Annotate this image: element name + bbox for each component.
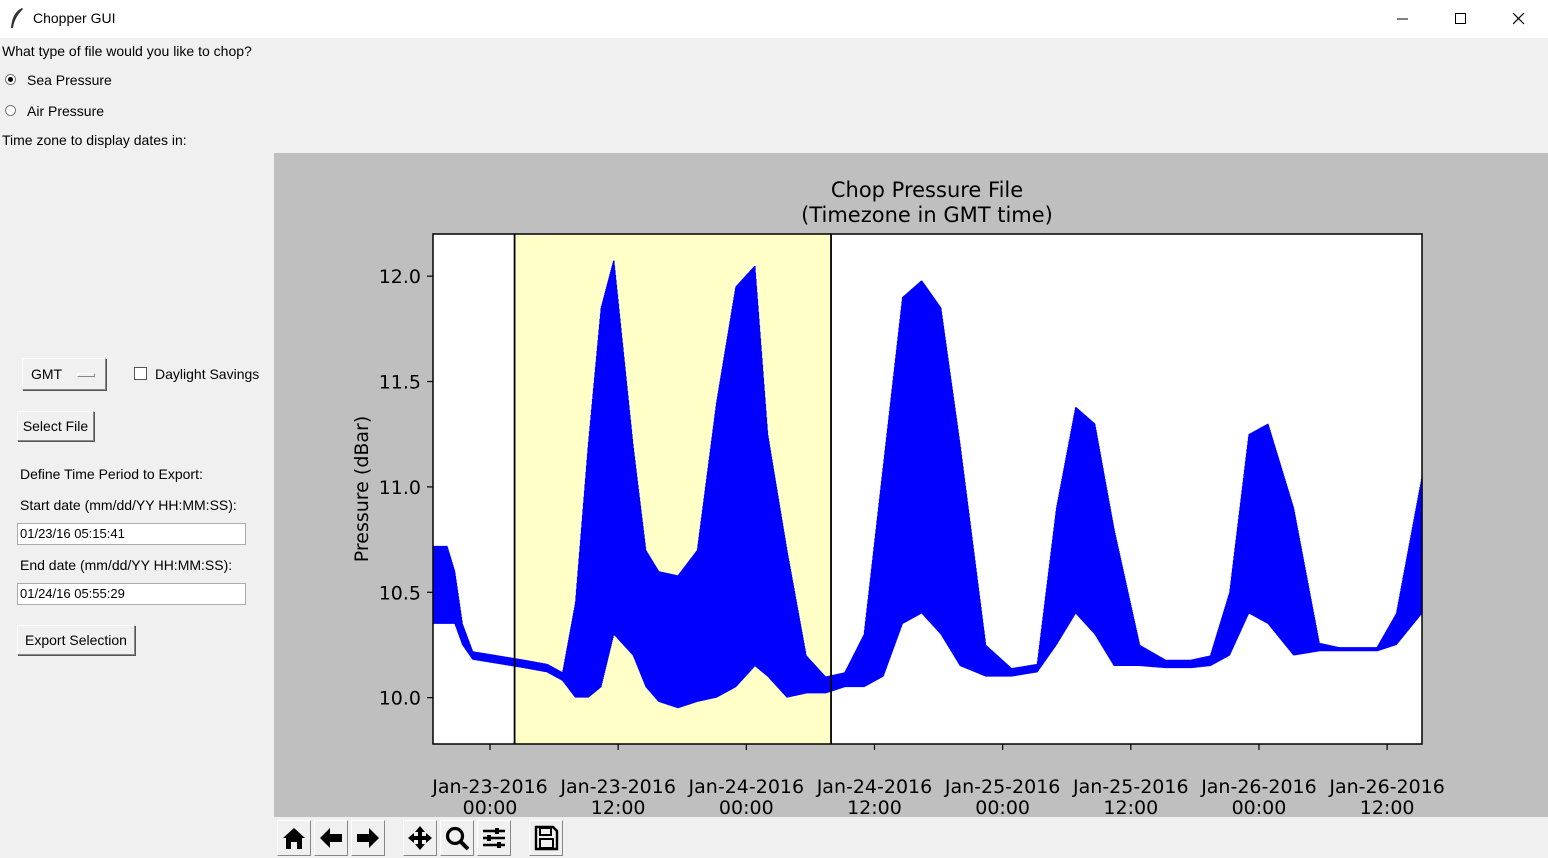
forward-arrow-icon [357,828,379,848]
chart-figure[interactable]: Chop Pressure File (Timezone in GMT time… [274,153,1548,819]
home-icon [283,828,305,849]
x-tick-label-time: 12:00 [1103,797,1158,817]
y-tick-label: 10.0 [379,688,421,710]
window-title: Chopper GUI [33,10,116,26]
pan-icon [408,826,432,850]
y-tick-label: 12.0 [379,266,421,288]
end-date-input[interactable]: 01/24/16 05:55:29 [17,583,246,605]
feather-icon [11,8,23,28]
back-button[interactable] [314,820,348,856]
x-tick-label-time: 12:00 [1360,797,1415,817]
configure-subplots-icon [483,828,505,848]
forward-button[interactable] [351,820,385,856]
air-pressure-radio[interactable] [5,105,16,116]
air-pressure-label[interactable]: Air Pressure [27,103,105,119]
y-axis-label: Pressure (dBar) [351,416,373,563]
timezone-prompt: Time zone to display dates in: [2,132,187,148]
x-tick-label: Jan-23-2016 [559,776,676,798]
timezone-dropdown[interactable]: GMT [22,358,106,390]
x-tick-label-time: 12:00 [591,797,646,817]
x-tick-label-time: 00:00 [975,797,1030,817]
export-selection-button[interactable]: Export Selection [17,625,135,655]
x-tick-label: Jan-25-2016 [944,776,1061,798]
x-tick-label-time: 00:00 [1232,797,1287,817]
back-arrow-icon [320,828,342,848]
home-button[interactable] [277,820,311,856]
start-date-input[interactable]: 01/23/16 05:15:41 [17,523,246,545]
pressure-series [433,260,1423,709]
close-icon [1513,13,1525,25]
minimize-icon [1397,18,1408,20]
configure-subplots-button[interactable] [477,820,511,856]
chart-title-line1: Chop Pressure File [831,178,1023,202]
save-button[interactable] [529,820,563,856]
x-tick-label: Jan-26-2016 [1328,776,1445,798]
pan-button[interactable] [403,820,437,856]
file-type-question: What type of file would you like to chop… [2,43,252,59]
sea-pressure-label[interactable]: Sea Pressure [27,72,112,88]
select-file-button[interactable]: Select File [17,411,94,441]
zoom-button[interactable] [440,820,474,856]
x-tick-label: Jan-25-2016 [1072,776,1189,798]
title-bar: Chopper GUI [0,0,1548,38]
define-period-label: Define Time Period to Export: [20,466,203,482]
save-icon [534,825,559,851]
close-button[interactable] [1490,0,1548,38]
x-tick-label: Jan-24-2016 [688,776,805,798]
end-date-label: End date (mm/dd/YY HH:MM:SS): [20,557,233,573]
y-tick-label: 11.5 [379,372,421,394]
chart-title-line2: (Timezone in GMT time) [801,203,1053,227]
minimize-button[interactable] [1374,0,1432,38]
y-tick-label: 11.0 [379,477,421,499]
zoom-icon [445,826,470,851]
daylight-savings-label[interactable]: Daylight Savings [155,366,260,382]
x-tick-label: Jan-26-2016 [1200,776,1317,798]
dropdown-indicator-icon [77,373,95,377]
x-tick-label: Jan-23-2016 [431,776,548,798]
sea-pressure-radio[interactable] [5,74,16,85]
pressure-chart[interactable]: Chop Pressure File (Timezone in GMT time… [274,153,1548,819]
y-tick-label: 10.5 [379,582,421,604]
plot-frame [432,233,1423,745]
x-tick-label-time: 00:00 [719,797,774,817]
start-date-label: Start date (mm/dd/YY HH:MM:SS): [20,497,237,513]
maximize-button[interactable] [1432,0,1490,38]
x-tick-label: Jan-24-2016 [816,776,933,798]
maximize-icon [1455,13,1466,24]
navigation-toolbar [274,817,1548,858]
timezone-value: GMT [31,366,63,382]
daylight-savings-checkbox[interactable] [134,367,147,380]
x-tick-label-time: 00:00 [463,797,518,817]
x-tick-label-time: 12:00 [847,797,902,817]
